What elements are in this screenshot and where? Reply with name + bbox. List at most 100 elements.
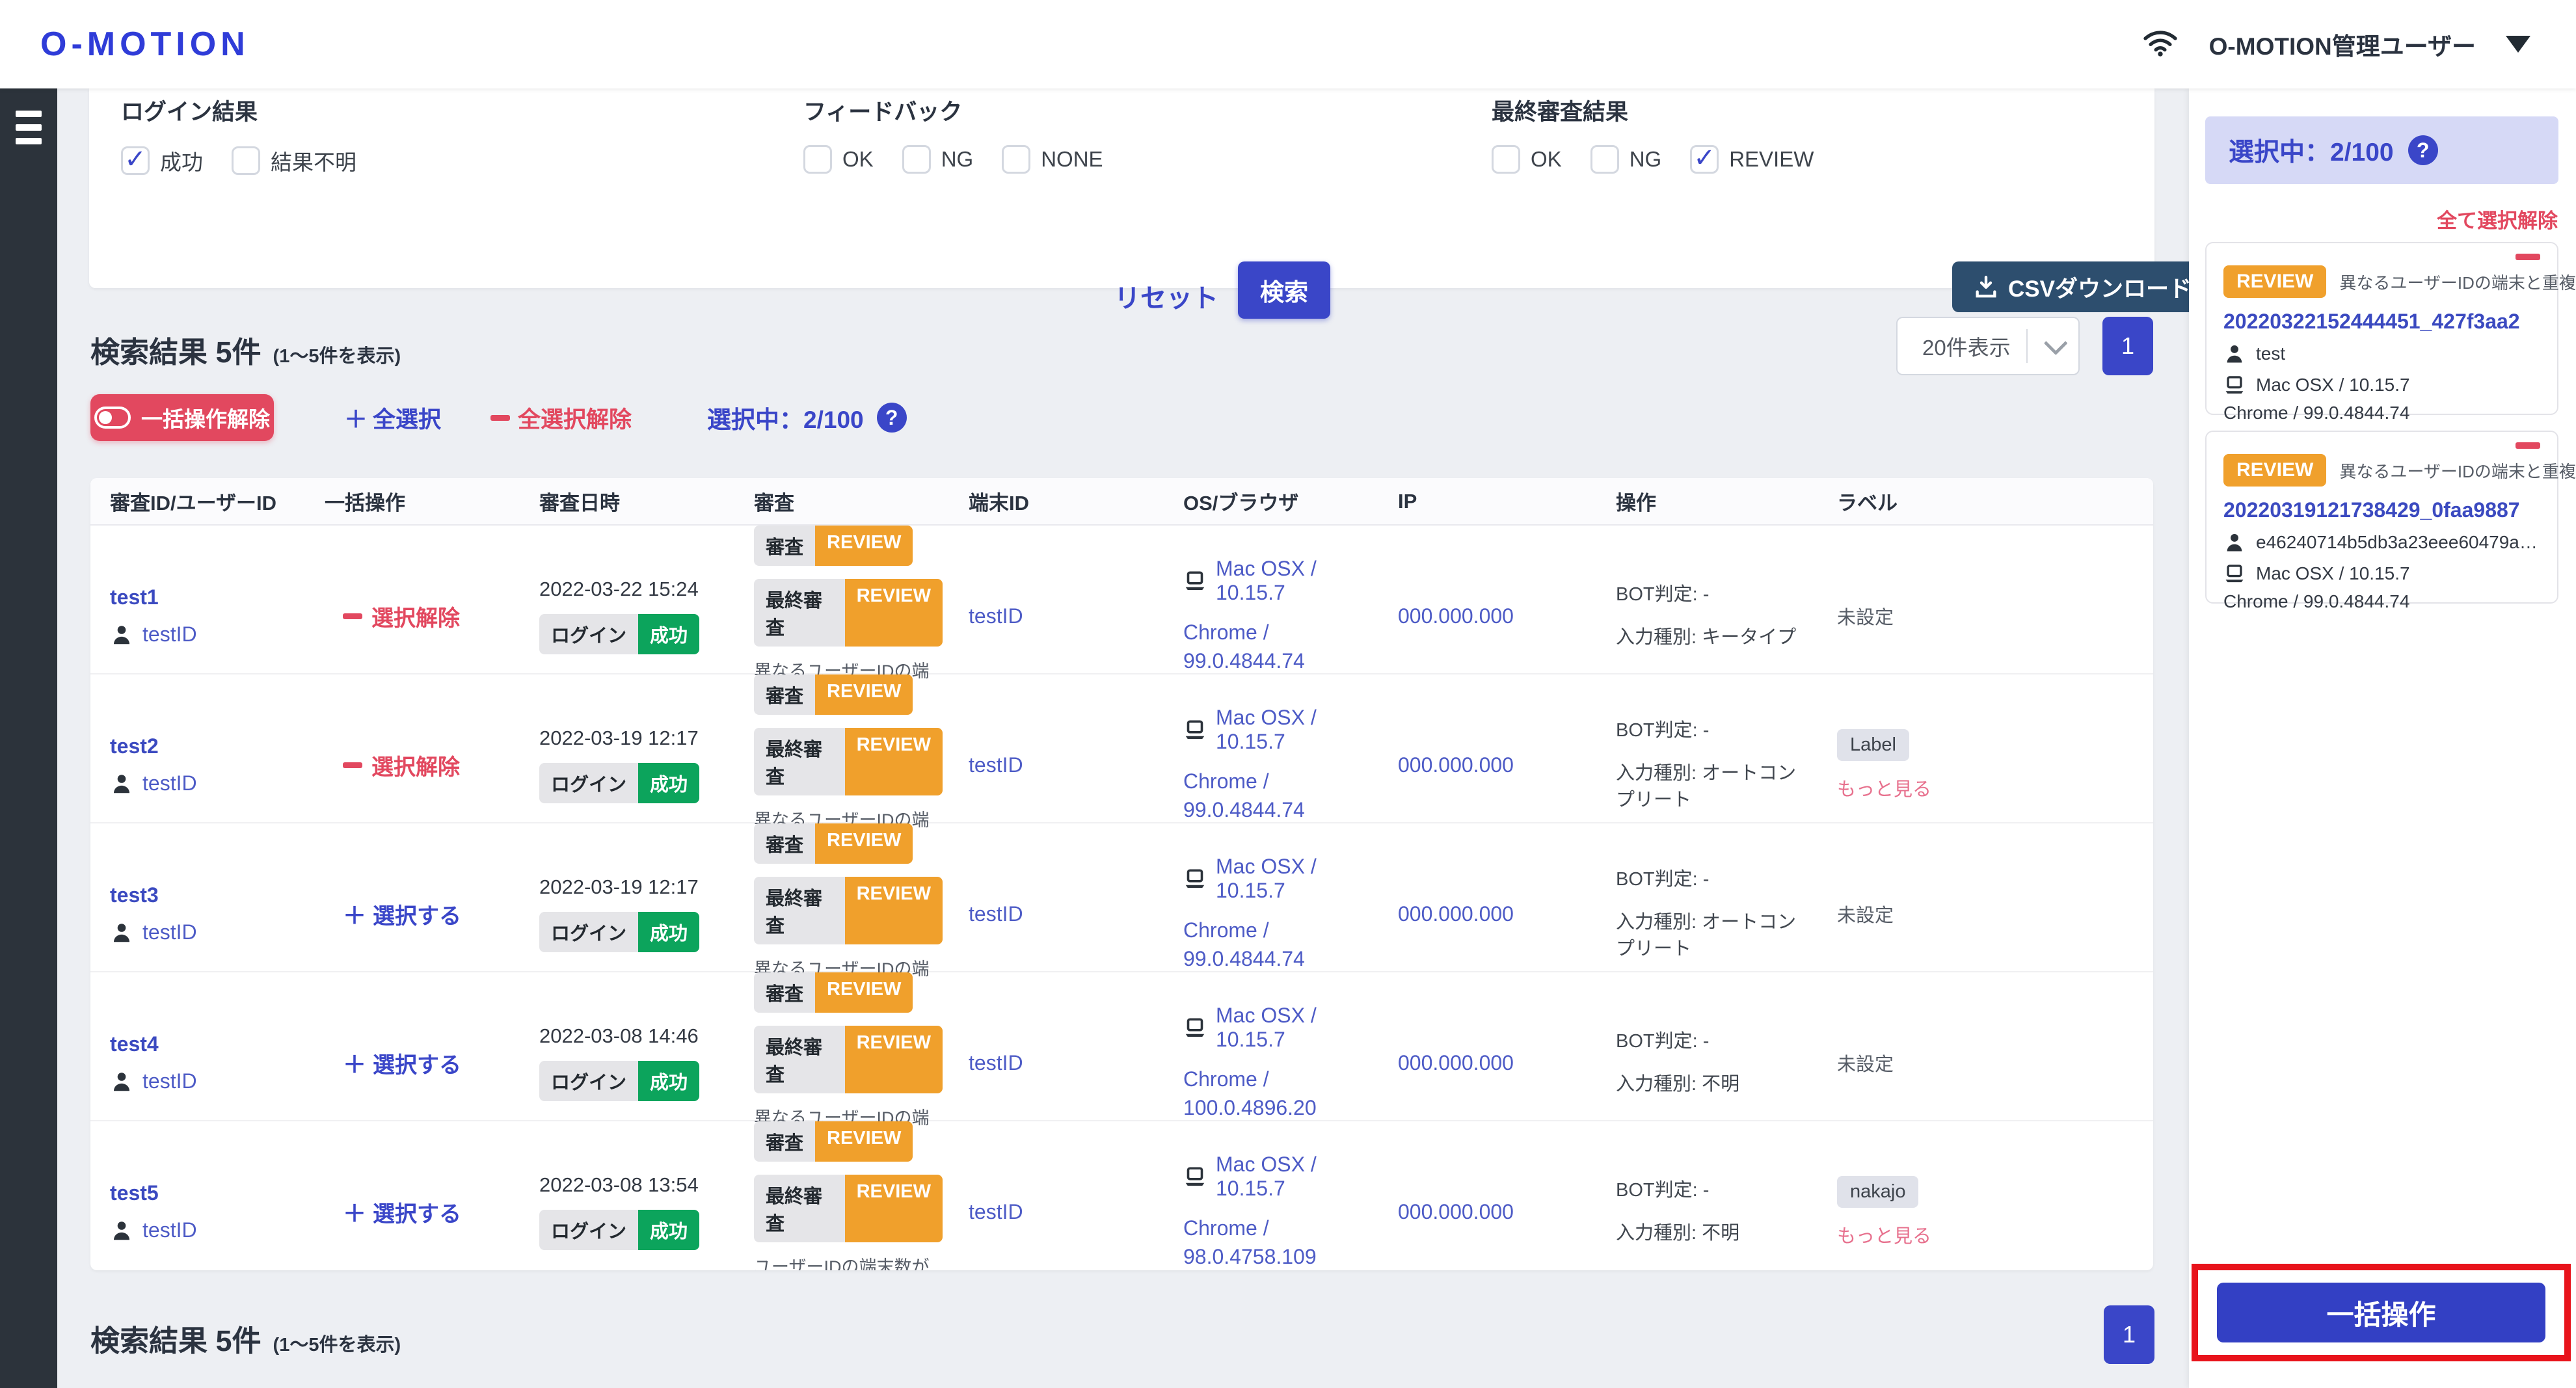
review-note: 異なるユーザーIDの端末と重複: [2339, 461, 2576, 481]
terminal-id-link[interactable]: testID: [969, 753, 1023, 777]
checkbox-checked-icon[interactable]: ✓: [1690, 145, 1719, 174]
pagination-page-1-top[interactable]: 1: [2102, 317, 2153, 375]
browser-link[interactable]: Chrome / 99.0.4844.74: [1183, 918, 1305, 971]
laptop-icon: [1185, 720, 1205, 739]
browser-link[interactable]: Chrome / 98.0.4758.109: [1183, 1216, 1317, 1269]
user-id-link[interactable]: testID: [142, 771, 197, 795]
os-link[interactable]: Mac OSX / 10.15.7: [1216, 1003, 1317, 1051]
label-badge: Label: [1837, 728, 1909, 761]
laptop-icon: [1185, 869, 1205, 888]
checkbox-unchecked-icon[interactable]: ✓: [803, 145, 832, 174]
label-value: 未設定: [1837, 607, 1894, 629]
bulk-operation-button[interactable]: 一括操作: [2217, 1283, 2545, 1342]
person-icon: [114, 924, 129, 942]
review-id-link[interactable]: test5: [110, 1181, 159, 1205]
ip-link[interactable]: 000.000.000: [1398, 753, 1514, 777]
feedback-filter-label: フィードバック: [803, 100, 963, 125]
review-id-link[interactable]: test3: [110, 883, 159, 907]
wifi-icon: [2141, 28, 2179, 61]
pagination-page-1-bottom[interactable]: 1: [2104, 1305, 2154, 1364]
user-id-link[interactable]: testID: [142, 1069, 197, 1093]
hamburger-menu-icon[interactable]: [16, 111, 42, 144]
remove-selection-icon[interactable]: [2516, 254, 2540, 260]
select-row-link[interactable]: ＋選択する: [343, 1195, 461, 1229]
checkbox-checked-icon[interactable]: ✓: [121, 146, 150, 175]
search-button[interactable]: 検索: [1238, 261, 1330, 319]
deselect-all-panel-link[interactable]: 全て選択解除: [2437, 209, 2558, 232]
table-row: test3 testID ＋選択する 2022-03-19 12:17 ログイン…: [90, 823, 2153, 1002]
laptop-icon: [2225, 376, 2244, 394]
card-browser: Chrome / 99.0.4844.74: [2223, 403, 2410, 423]
user-id-link[interactable]: testID: [142, 622, 197, 647]
checkbox-unchecked-icon[interactable]: ✓: [1590, 145, 1619, 174]
selected-item-card: REVIEW 異なるユーザーIDの端末と重複 20220319121738429…: [2205, 431, 2576, 611]
results-count-note: (1〜5件を表示): [273, 346, 401, 367]
checkbox-login-unknown[interactable]: ✓ 結果不明: [232, 145, 356, 176]
login-result-filter-label: ログイン結果: [121, 100, 258, 125]
deselect-row-link[interactable]: 選択解除: [343, 749, 460, 781]
checkbox-final-ng[interactable]: ✓ NG: [1590, 145, 1661, 174]
review-status-badge: 審査 REVIEW: [754, 526, 913, 566]
select-row-link[interactable]: ＋選択する: [343, 897, 461, 931]
checkbox-final-ok[interactable]: ✓ OK: [1492, 145, 1562, 174]
user-menu-caret-icon[interactable]: [2506, 36, 2530, 53]
review-id-link[interactable]: 20220319121738429_0faa9887: [2223, 498, 2520, 522]
laptop-icon: [1185, 1167, 1205, 1186]
login-status-badge: ログイン 成功: [539, 1210, 700, 1251]
review-note: ユーザーIDの端末数が閾値を超過: [754, 1257, 930, 1270]
user-id-link[interactable]: testID: [142, 1218, 197, 1242]
deselect-row-link[interactable]: 選択解除: [343, 600, 460, 632]
minus-icon: [343, 762, 362, 768]
review-status-badge: 審査 REVIEW: [754, 972, 913, 1013]
os-link[interactable]: Mac OSX / 10.15.7: [1216, 556, 1317, 604]
terminal-id-link[interactable]: testID: [969, 604, 1023, 628]
review-id-link[interactable]: test2: [110, 734, 159, 758]
label-badge: nakajo: [1837, 1175, 1919, 1208]
review-id-link[interactable]: test4: [110, 1032, 159, 1056]
checkbox-unchecked-icon[interactable]: ✓: [1492, 145, 1520, 174]
page-size-select[interactable]: 20件表示: [1896, 317, 2080, 375]
checkbox-final-review[interactable]: ✓ REVIEW: [1690, 145, 1814, 174]
search-filter-panel: ログイン結果 ✓ 成功 ✓ 結果不明 フィードバック ✓ OK ✓ NG ✓: [89, 88, 2212, 319]
see-more-link[interactable]: もっと見る: [1837, 1225, 1932, 1247]
review-id-link[interactable]: test1: [110, 585, 159, 609]
checkbox-unchecked-icon[interactable]: ✓: [1002, 145, 1031, 174]
select-all-link[interactable]: ＋ 全選択: [344, 401, 441, 434]
terminal-id-link[interactable]: testID: [969, 901, 1023, 926]
browser-link[interactable]: Chrome / 100.0.4896.20: [1183, 1067, 1317, 1120]
checkbox-feedback-none[interactable]: ✓ NONE: [1002, 145, 1103, 174]
review-id-link[interactable]: 20220322152444451_427f3aa2: [2223, 310, 2520, 333]
ip-link[interactable]: 000.000.000: [1398, 901, 1514, 926]
os-link[interactable]: Mac OSX / 10.15.7: [1216, 705, 1317, 753]
checkbox-unchecked-icon[interactable]: ✓: [902, 145, 931, 174]
reset-button[interactable]: リセット: [1114, 284, 1218, 313]
os-link[interactable]: Mac OSX / 10.15.7: [1216, 854, 1317, 902]
os-link[interactable]: Mac OSX / 10.15.7: [1216, 1152, 1317, 1200]
plus-icon: ＋: [343, 1200, 367, 1227]
terminal-id-link[interactable]: testID: [969, 1050, 1023, 1074]
checkbox-feedback-ok[interactable]: ✓ OK: [803, 145, 874, 174]
browser-link[interactable]: Chrome / 99.0.4844.74: [1183, 620, 1305, 673]
user-id-link[interactable]: testID: [142, 920, 197, 944]
browser-link[interactable]: Chrome / 99.0.4844.74: [1183, 769, 1305, 822]
ip-link[interactable]: 000.000.000: [1398, 604, 1514, 628]
csv-download-button[interactable]: CSVダウンロード: [1952, 261, 2212, 312]
laptop-icon: [2225, 565, 2244, 583]
help-question-icon[interactable]: ?: [2408, 135, 2438, 165]
review-datetime: 2022-03-19 12:17: [539, 875, 699, 899]
terminal-id-link[interactable]: testID: [969, 1199, 1023, 1223]
ip-link[interactable]: 000.000.000: [1398, 1199, 1514, 1223]
bulk-mode-toggle-button[interactable]: 一括操作解除: [90, 394, 274, 441]
final-review-status-badge: 最終審査 REVIEW: [754, 1026, 943, 1093]
ip-link[interactable]: 000.000.000: [1398, 1050, 1514, 1074]
checkbox-login-success[interactable]: ✓ 成功: [121, 145, 203, 176]
select-row-link[interactable]: ＋選択する: [343, 1046, 461, 1080]
remove-selection-icon[interactable]: [2516, 442, 2540, 449]
final-review-status-badge: 最終審査 REVIEW: [754, 1175, 943, 1242]
deselect-all-link[interactable]: 全選択解除: [490, 401, 632, 434]
checkbox-unchecked-icon[interactable]: ✓: [232, 146, 260, 175]
user-menu-label[interactable]: O-MOTION管理ユーザー: [2208, 33, 2476, 60]
see-more-link[interactable]: もっと見る: [1837, 779, 1932, 800]
checkbox-feedback-ng[interactable]: ✓ NG: [902, 145, 973, 174]
help-question-icon[interactable]: ?: [876, 403, 907, 433]
